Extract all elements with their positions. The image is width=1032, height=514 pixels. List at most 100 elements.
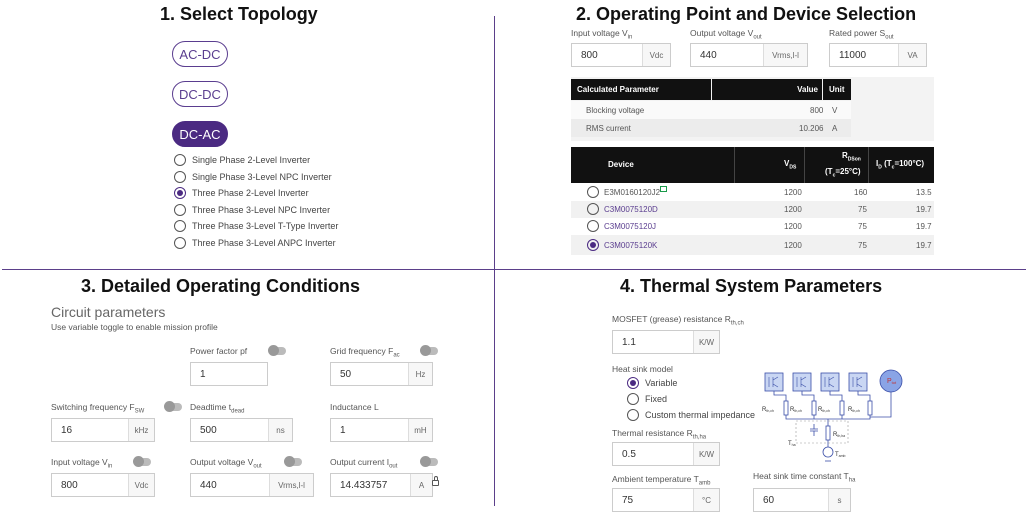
- device-radio[interactable]: [587, 220, 599, 232]
- calc-row-bg: [571, 101, 851, 119]
- topology-option[interactable]: Single Phase 2-Level Inverter: [174, 154, 310, 166]
- device-rdson: 75: [858, 222, 867, 231]
- mosfet-resistance-label: MOSFET (grease) resistance Rth,ch: [612, 314, 744, 327]
- device-radio[interactable]: [587, 186, 599, 198]
- device-row[interactable]: [571, 218, 934, 235]
- grid-frequency-toggle[interactable]: [420, 345, 438, 356]
- device-id: 13.5: [916, 188, 932, 197]
- heat-sink-time-constant-field[interactable]: 60 s: [753, 488, 851, 512]
- mosfet-resistance-field[interactable]: 1.1 K/W: [612, 330, 720, 354]
- power-factor-field[interactable]: 1: [190, 362, 268, 386]
- topology-option[interactable]: Single Phase 3-Level NPC Inverter: [174, 171, 332, 183]
- device-rdson: 75: [858, 241, 867, 250]
- lock-icon[interactable]: [432, 480, 439, 486]
- svg-text:Tha: Tha: [788, 441, 796, 447]
- thermal-resistance-label: Thermal resistance Rth,ha: [612, 428, 707, 441]
- lock-icon-shackle: [433, 476, 438, 481]
- calc-table-header: Value: [712, 79, 822, 100]
- device-table-header: Device VDS RDSon (Tc=25°C) ID (Tc=100°C): [571, 147, 934, 183]
- radio-button[interactable]: [174, 237, 186, 249]
- device-vds: 1200: [784, 241, 802, 250]
- output-current-toggle[interactable]: [420, 456, 438, 467]
- circuit-params-title: Circuit parameters: [51, 304, 166, 320]
- device-row[interactable]: [571, 201, 934, 218]
- device-id: 19.7: [916, 205, 932, 214]
- topology-option[interactable]: Three Phase 3-Level NPC Inverter: [174, 204, 330, 216]
- calc-param: RMS current: [586, 124, 631, 133]
- input-voltage-field[interactable]: 800 Vdc: [571, 43, 671, 67]
- radio-button-selected[interactable]: [627, 377, 639, 389]
- device-row[interactable]: [571, 184, 934, 201]
- input-voltage-field-detailed[interactable]: 800 Vdc: [51, 473, 155, 497]
- topology-option[interactable]: Three Phase 2-Level Inverter: [174, 187, 309, 199]
- topology-button-dc-dc[interactable]: DC-DC: [172, 81, 228, 107]
- section-title-operating-point: 2. Operating Point and Device Selection: [576, 4, 917, 24]
- grid-frequency-field[interactable]: 50 Hz: [330, 362, 433, 386]
- ambient-temperature-label: Ambient temperature Tamb: [612, 474, 711, 487]
- section-title-thermal: 4. Thermal System Parameters: [620, 276, 883, 296]
- calc-value: 800: [810, 106, 824, 115]
- topology-option[interactable]: Three Phase 3-Level T-Type Inverter: [174, 220, 338, 232]
- device-vds: 1200: [784, 188, 802, 197]
- device-radio[interactable]: [587, 203, 599, 215]
- topology-button-ac-dc[interactable]: AC-DC: [172, 41, 228, 67]
- device-name[interactable]: C3M0075120J: [604, 222, 657, 231]
- radio-button[interactable]: [627, 409, 639, 421]
- inductance-field[interactable]: 1 mH: [330, 418, 433, 442]
- power-factor-label: Power factor pf: [190, 346, 248, 356]
- radio-button[interactable]: [174, 204, 186, 216]
- radio-button[interactable]: [174, 154, 186, 166]
- device-name[interactable]: C3M0075120K: [604, 241, 658, 250]
- svg-text:Rth,ch: Rth,ch: [818, 407, 830, 413]
- device-row-selected[interactable]: [571, 235, 934, 255]
- thermal-resistance-field[interactable]: 0.5 K/W: [612, 442, 720, 466]
- power-factor-toggle[interactable]: [268, 345, 286, 356]
- deadtime-field[interactable]: 500 ns: [190, 418, 293, 442]
- input-voltage-label-detailed: Input voltage Vin: [51, 457, 113, 470]
- output-current-field[interactable]: 14.433757 A: [330, 473, 433, 497]
- topology-option[interactable]: Three Phase 3-Level ANPC Inverter: [174, 237, 336, 249]
- rated-power-field[interactable]: 11000 VA: [829, 43, 927, 67]
- ambient-source-icon: [822, 446, 834, 458]
- circuit-params-subtitle: Use variable toggle to enable mission pr…: [51, 322, 218, 332]
- ambient-temperature-field[interactable]: 75 °C: [612, 488, 720, 512]
- radio-button[interactable]: [627, 393, 639, 405]
- rated-power-label: Rated power Sout: [829, 28, 894, 41]
- inductance-label: Inductance L: [330, 402, 379, 412]
- switching-frequency-field[interactable]: 16 kHz: [51, 418, 155, 442]
- grid-frequency-label: Grid frequency Fac: [330, 346, 400, 359]
- output-current-label: Output current Iout: [330, 457, 398, 470]
- output-voltage-field[interactable]: 440 Vrms,l-l: [690, 43, 808, 67]
- vertical-divider: [494, 16, 495, 506]
- device-rdson: 160: [854, 188, 868, 197]
- topology-button-dc-ac[interactable]: DC-AC: [172, 121, 228, 147]
- radio-button[interactable]: [174, 171, 186, 183]
- heat-sink-option[interactable]: Variable: [627, 377, 677, 389]
- svg-text:Rth,ch: Rth,ch: [762, 407, 774, 413]
- switching-frequency-toggle[interactable]: [164, 401, 182, 412]
- device-vds: 1200: [784, 205, 802, 214]
- device-name[interactable]: E3M0160120J2: [604, 188, 661, 197]
- heat-sink-option[interactable]: Custom thermal impedance: [627, 409, 755, 421]
- horizontal-divider: [2, 269, 1026, 270]
- svg-text:Ptot: Ptot: [887, 378, 897, 385]
- radio-button[interactable]: [174, 220, 186, 232]
- section-title-detailed: 3. Detailed Operating Conditions: [81, 276, 361, 296]
- heat-sink-option[interactable]: Fixed: [627, 393, 667, 405]
- calc-row-bg: [571, 119, 851, 137]
- radio-button-selected[interactable]: [174, 187, 186, 199]
- section-title-topology: 1. Select Topology: [160, 4, 318, 24]
- switching-frequency-label: Switching frequency FSW: [51, 402, 145, 415]
- device-id: 19.7: [916, 222, 932, 231]
- device-name[interactable]: C3M0075120D: [604, 205, 658, 214]
- heat-sink-time-constant-label: Heat sink time constant Tha: [753, 471, 856, 484]
- output-voltage-label: Output voltage Vout: [690, 28, 762, 41]
- device-radio-selected[interactable]: [587, 239, 599, 251]
- svg-text:Rth,ha: Rth,ha: [833, 432, 845, 438]
- calc-unit: A: [832, 124, 838, 133]
- datasheet-icon[interactable]: [660, 186, 667, 192]
- output-voltage-field-detailed[interactable]: 440 Vrms,l-l: [190, 473, 314, 497]
- svg-text:Rth,ch: Rth,ch: [790, 407, 802, 413]
- output-voltage-toggle[interactable]: [284, 456, 302, 467]
- input-voltage-toggle[interactable]: [133, 456, 151, 467]
